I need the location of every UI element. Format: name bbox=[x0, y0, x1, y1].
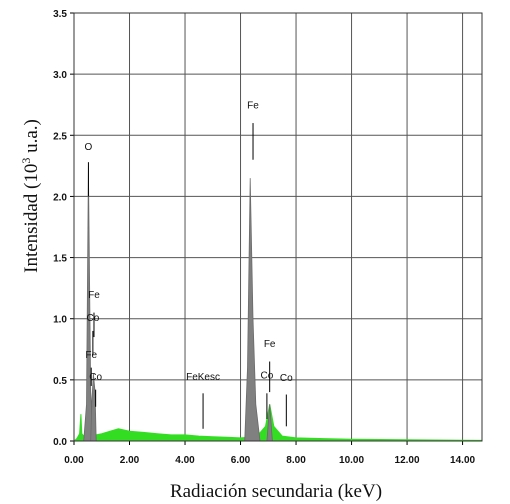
y-tick-label: 3.0 bbox=[53, 70, 67, 81]
x-tick-label: 2.00 bbox=[120, 455, 140, 466]
x-tick-label: 4.00 bbox=[175, 455, 195, 466]
x-tick-label: 14.00 bbox=[450, 455, 475, 466]
x-tick-label: 8.00 bbox=[286, 455, 306, 466]
background-spectrum bbox=[72, 404, 483, 442]
y-axis-title-main: Intensidad (10 bbox=[21, 164, 42, 273]
peak-label: Co bbox=[280, 373, 293, 384]
y-axis-title-tail: u.a.) bbox=[21, 119, 42, 158]
peak-label: Fe bbox=[264, 339, 276, 350]
x-tick-label: 0.00 bbox=[64, 455, 84, 466]
y-tick-label: 0.5 bbox=[53, 376, 67, 387]
x-tick-label: 10.00 bbox=[339, 455, 364, 466]
y-axis-title-superscript: 3 bbox=[19, 158, 33, 164]
peak-annotations: O Fe Co Fe Co FeKesc Fe Co Fe Co bbox=[85, 100, 293, 429]
y-axis-ticks: 0.0 0.5 1.0 1.5 2.0 2.5 3.0 3.5 bbox=[53, 9, 74, 448]
peak-label: Co bbox=[260, 371, 273, 382]
grid bbox=[74, 12, 482, 441]
y-tick-label: 0.0 bbox=[53, 437, 67, 448]
peak-label: Fe bbox=[247, 100, 259, 111]
plot-frame bbox=[73, 12, 483, 442]
element-peak bbox=[83, 165, 94, 442]
element-peak bbox=[244, 178, 261, 442]
background-spectrum-area bbox=[72, 404, 483, 442]
y-tick-label: 1.0 bbox=[53, 315, 67, 326]
peak-label: Fe bbox=[88, 290, 100, 301]
y-tick-label: 2.5 bbox=[53, 131, 67, 142]
y-tick-label: 3.5 bbox=[53, 9, 67, 20]
x-axis-ticks: 0.00 2.00 4.00 6.00 8.00 10.00 12.00 14.00 bbox=[64, 441, 476, 466]
x-tick-label: 12.00 bbox=[395, 455, 420, 466]
y-tick-label: 1.5 bbox=[53, 254, 67, 265]
y-tick-label: 2.0 bbox=[53, 192, 67, 203]
peak-label: FeKesc bbox=[186, 372, 220, 383]
peak-label: Fe bbox=[85, 350, 97, 361]
peak-label: Co bbox=[86, 313, 99, 324]
peak-label: O bbox=[85, 142, 93, 153]
y-axis-title: Intensidad (103 u.a.) bbox=[19, 119, 42, 273]
element-peaks bbox=[83, 165, 273, 442]
peak-label: Co bbox=[89, 372, 102, 383]
x-tick-label: 6.00 bbox=[231, 455, 251, 466]
x-axis-title: Radiación secundaria (keV) bbox=[170, 481, 382, 502]
